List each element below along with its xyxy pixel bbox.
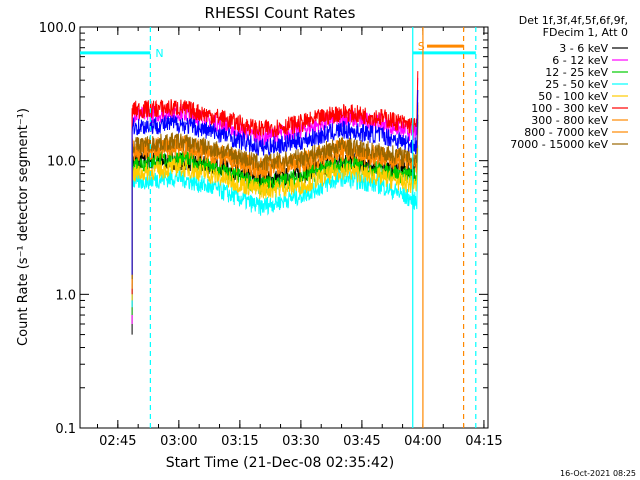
legend-entry-label: 3 - 6 keV bbox=[559, 42, 608, 55]
y-tick-label: 0.1 bbox=[55, 422, 76, 437]
x-tick-label: 04:00 bbox=[404, 434, 441, 449]
series-line-100-300-kev bbox=[131, 71, 419, 295]
legend: Det 1f,3f,4f,5f,6f,9f,FDecim 1, Att 0 3 -… bbox=[510, 14, 628, 151]
legend-title-line: Det 1f,3f,4f,5f,6f,9f, bbox=[519, 14, 628, 27]
legend-entry-label: 7000 - 15000 keV bbox=[510, 138, 608, 151]
legend-entry-label: 800 - 7000 keV bbox=[524, 126, 608, 139]
generation-timestamp: 16-Oct-2021 08:25 bbox=[560, 469, 636, 478]
night-label: N bbox=[155, 47, 163, 60]
legend-entry-label: 25 - 50 keV bbox=[545, 78, 608, 91]
chart-title: RHESSI Count Rates bbox=[205, 4, 356, 22]
legend-entry-label: 12 - 25 keV bbox=[545, 66, 608, 79]
y-tick-label: 10.0 bbox=[47, 155, 76, 170]
legend-entry-label: 300 - 800 keV bbox=[531, 114, 608, 127]
legend-entry-label: 50 - 100 keV bbox=[538, 90, 608, 103]
y-tick-label: 100.0 bbox=[39, 21, 76, 36]
y-tick-label: 1.0 bbox=[55, 288, 76, 303]
legend-title-line: FDecim 1, Att 0 bbox=[543, 26, 628, 39]
x-tick-label: 03:30 bbox=[282, 434, 319, 449]
x-tick-label: 04:15 bbox=[465, 434, 502, 449]
x-tick-label: 03:45 bbox=[343, 434, 380, 449]
y-axis-label: Count Rate (s⁻¹ detector segment⁻¹) bbox=[16, 108, 31, 346]
legend-entry-label: 6 - 12 keV bbox=[552, 54, 608, 67]
x-tick-label: 02:45 bbox=[99, 434, 136, 449]
series-line-7000-15000-kev bbox=[131, 102, 419, 280]
x-tick-label: 03:00 bbox=[160, 434, 197, 449]
legend-entry-label: 100 - 300 keV bbox=[531, 102, 608, 115]
plot-area: 0.1 1.0 10.0 100.0 02:45 03:00 03:15 03:30 03:45… bbox=[39, 21, 503, 449]
plot-frame bbox=[79, 26, 489, 429]
series-line-unlabeled bbox=[131, 89, 419, 275]
x-tick-label: 03:15 bbox=[221, 434, 258, 449]
saa-label: S bbox=[418, 40, 425, 53]
x-axis-label: Start Time (21-Dec-08 02:35:42) bbox=[166, 455, 394, 471]
series-line-50-100-kev bbox=[131, 130, 419, 301]
